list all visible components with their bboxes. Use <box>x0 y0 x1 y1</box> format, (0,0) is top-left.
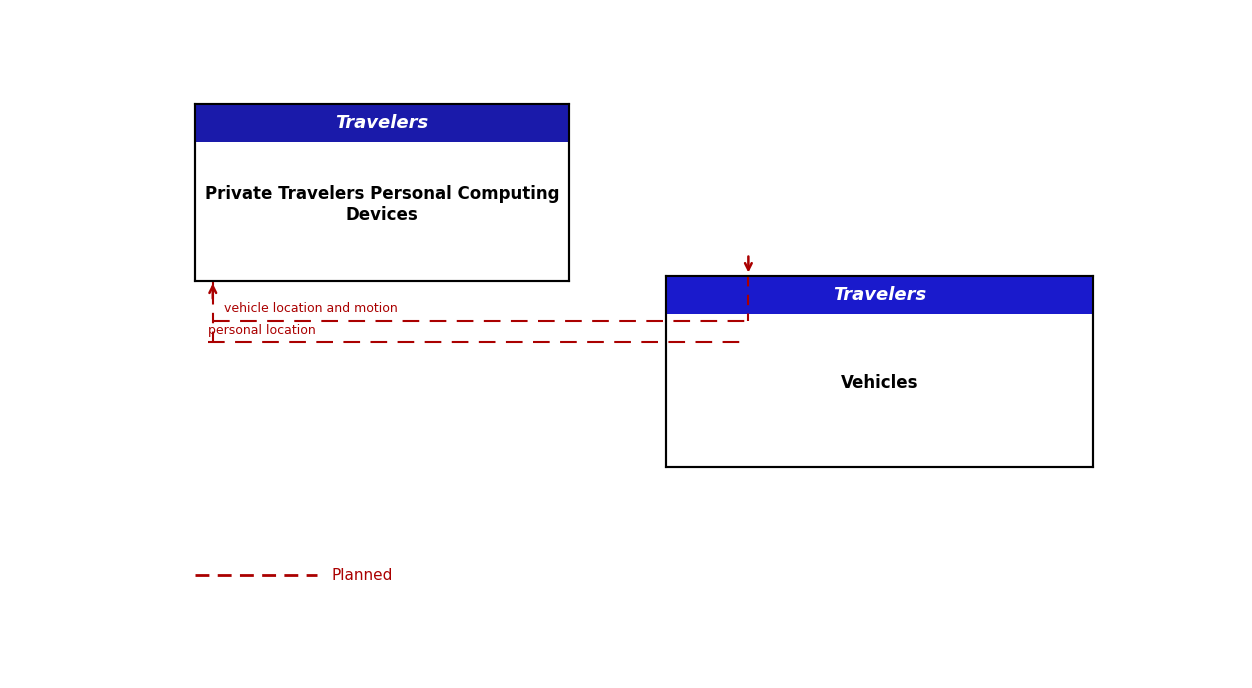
Text: vehicle location and motion: vehicle location and motion <box>224 301 398 314</box>
Text: Planned: Planned <box>331 568 393 583</box>
Text: Private Travelers Personal Computing
Devices: Private Travelers Personal Computing Dev… <box>205 185 560 224</box>
Text: Vehicles: Vehicles <box>840 374 918 391</box>
Bar <box>195 104 568 142</box>
Bar <box>195 104 568 281</box>
Text: personal location: personal location <box>208 324 316 337</box>
Text: Travelers: Travelers <box>336 114 428 132</box>
Text: Travelers: Travelers <box>833 286 926 304</box>
Bar <box>666 276 1093 314</box>
Bar <box>666 276 1093 466</box>
